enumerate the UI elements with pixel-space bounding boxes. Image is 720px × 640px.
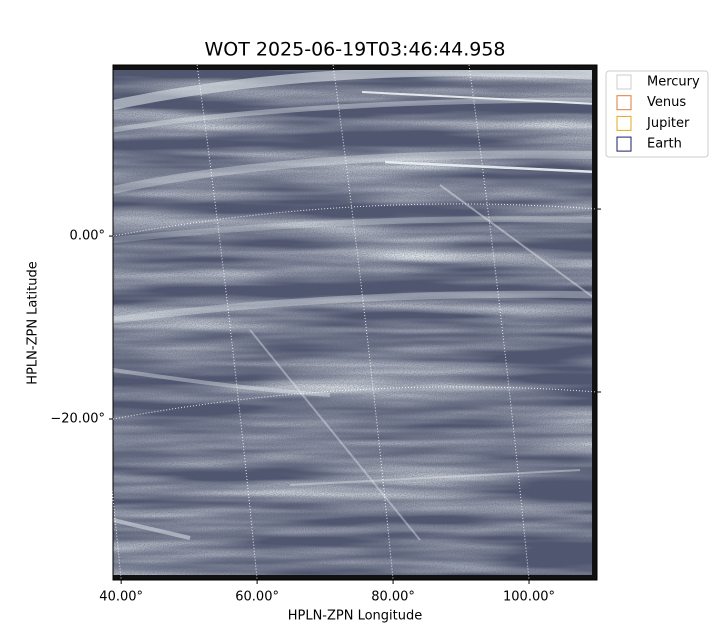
image (113, 65, 597, 580)
legend-marker (616, 136, 632, 152)
legend-marker (616, 74, 632, 90)
y-tick-label: 0.00° (70, 229, 105, 244)
legend-marker (616, 95, 632, 111)
streak (113, 150, 597, 194)
grid-line (332, 64, 394, 581)
x-tick-label: 60.00° (235, 590, 279, 605)
legend (605, 70, 709, 158)
image-edge (592, 65, 597, 580)
legend-label: Earth (647, 137, 682, 152)
grid-line (60, 64, 122, 581)
image-grain (113, 65, 597, 580)
grid-line (196, 64, 258, 581)
legend-label: Mercury (647, 75, 700, 90)
grid-line (112, 203, 598, 237)
image-edge (113, 575, 597, 580)
streak (361, 91, 597, 105)
streak (249, 329, 421, 541)
x-tick-label: 100.00° (503, 590, 555, 605)
legend-label: Jupiter (646, 116, 690, 131)
streak (113, 368, 331, 397)
y-tick-label: −20.00° (50, 412, 105, 427)
streak (289, 469, 581, 486)
streak (113, 216, 597, 243)
streak (113, 518, 191, 540)
x-axis-label: HPLN-ZPN Longitude (288, 609, 423, 624)
legend-marker (616, 115, 632, 131)
axes-frame (112, 64, 598, 581)
chart-title: WOT 2025-06-19T03:46:44.958 (204, 39, 505, 61)
streak (439, 184, 597, 301)
grid-line (468, 64, 530, 581)
y-axis-label: HPLN-ZPN Latitude (26, 261, 41, 384)
x-tick-label: 40.00° (99, 590, 143, 605)
streak (113, 66, 597, 110)
x-tick-label: 80.00° (371, 590, 415, 605)
image-edge (113, 65, 597, 70)
streak (113, 290, 597, 324)
legend-label: Venus (647, 95, 686, 110)
grid-line (112, 386, 598, 420)
streak (384, 160, 597, 174)
